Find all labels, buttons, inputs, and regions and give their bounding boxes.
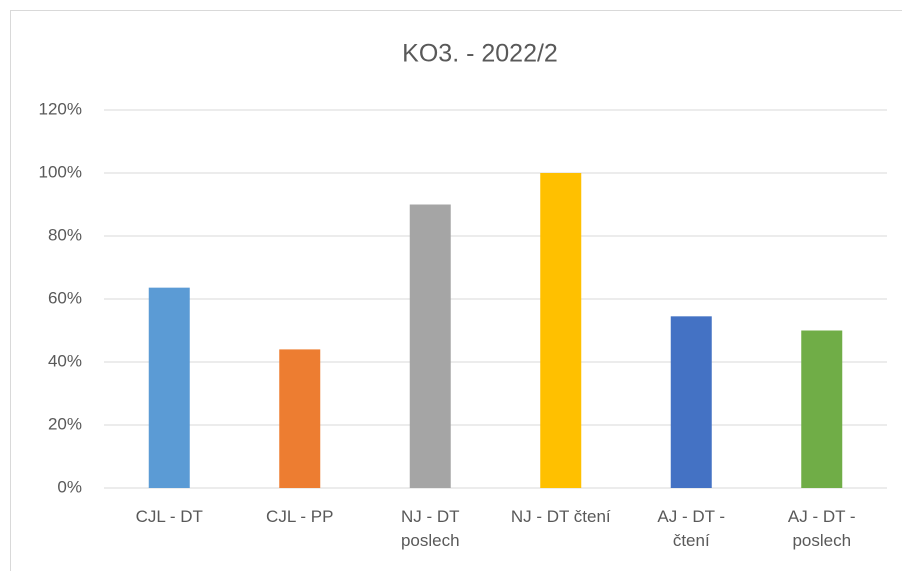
y-tick-label: 20% xyxy=(48,414,82,433)
x-tick-label: AJ - DT - poslech xyxy=(787,507,856,550)
x-tick-label: AJ - DT - čtení xyxy=(657,507,726,550)
chart-title: KO3. - 2022/2 xyxy=(402,40,558,68)
x-tick-label: NJ - DT poslech xyxy=(400,507,460,550)
bar xyxy=(279,349,321,488)
x-tick-label: NJ - DT čtení xyxy=(510,507,611,526)
y-tick-label: 0% xyxy=(57,477,82,496)
x-tick-label: CJL - PP xyxy=(266,507,334,526)
bar xyxy=(801,330,843,488)
chart-frame xyxy=(10,10,902,571)
y-tick-label: 40% xyxy=(48,351,82,370)
bar xyxy=(670,316,712,488)
bar xyxy=(409,204,451,488)
bar xyxy=(148,287,190,488)
y-tick-label: 100% xyxy=(39,162,82,181)
x-tick-label: CJL - DT xyxy=(135,507,203,526)
bar xyxy=(540,173,582,488)
y-tick-label: 60% xyxy=(48,288,82,307)
y-tick-label: 80% xyxy=(48,225,82,244)
y-tick-label: 120% xyxy=(39,99,82,118)
